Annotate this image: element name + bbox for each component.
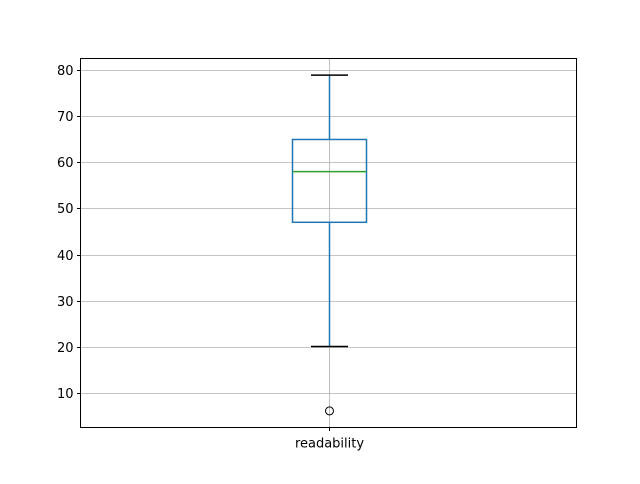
y-tick-label: 50 (57, 202, 74, 217)
y-tick-label: 70 (57, 110, 74, 125)
y-ticks: 10 20 30 40 50 60 70 80 (57, 64, 81, 402)
outlier-point (325, 406, 334, 416)
y-tick-label: 10 (57, 387, 74, 402)
y-tick-label: 30 (57, 295, 74, 310)
grid (80, 58, 577, 428)
y-tick-label: 60 (57, 156, 74, 171)
y-tick-label: 40 (57, 249, 74, 264)
y-tick-label: 80 (57, 64, 74, 79)
box (291, 138, 368, 224)
x-ticks: readability (295, 427, 364, 452)
x-tick-label: readability (295, 437, 364, 452)
y-tick-label: 20 (57, 341, 74, 356)
axes-frame (80, 58, 577, 428)
box-marks (291, 74, 368, 416)
